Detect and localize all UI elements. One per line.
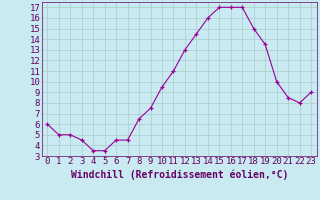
X-axis label: Windchill (Refroidissement éolien,°C): Windchill (Refroidissement éolien,°C) <box>70 169 288 180</box>
